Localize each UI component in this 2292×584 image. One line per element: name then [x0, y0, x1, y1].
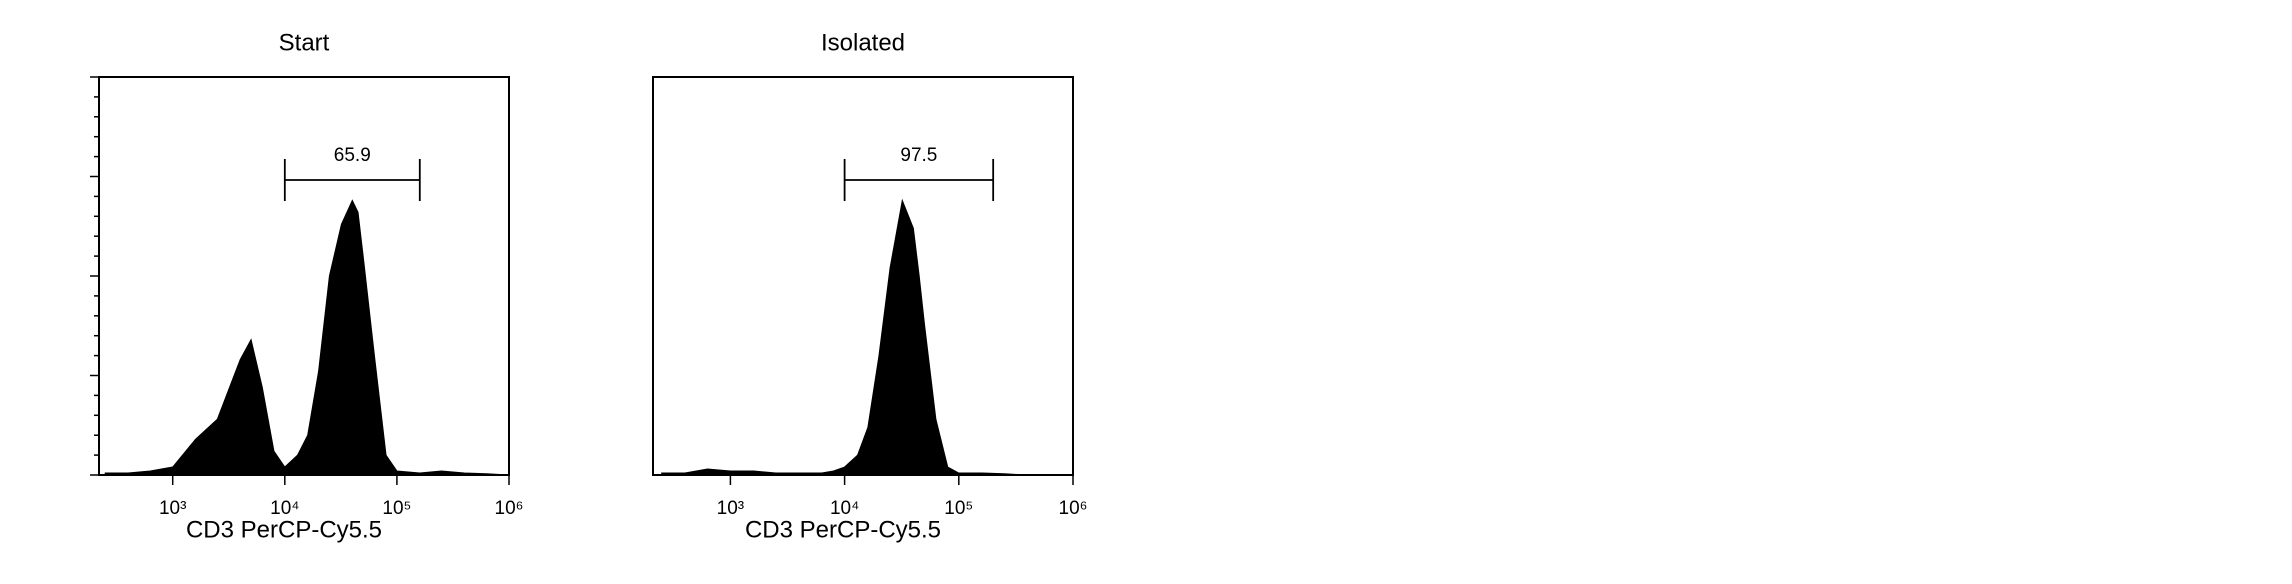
plot-frame — [98, 76, 510, 476]
histogram-area — [104, 199, 510, 476]
x-tick-label: 10⁶ — [495, 498, 524, 519]
gate-label: 97.5 — [900, 145, 937, 166]
plot-frame — [652, 76, 1074, 476]
x-tick-label: 10³ — [159, 498, 186, 519]
x-tick-label: 10⁴ — [830, 498, 859, 519]
x-axis-label: CD3 PerCP-Cy5.5 — [186, 516, 382, 543]
x-tick-label: 10⁵ — [382, 498, 411, 519]
x-axis-label: CD3 PerCP-Cy5.5 — [745, 516, 941, 543]
histogram-area — [661, 198, 1073, 476]
gate-label: 65.9 — [334, 145, 371, 166]
x-tick-label: 10⁴ — [270, 498, 299, 519]
x-tick-label: 10³ — [717, 498, 744, 519]
x-tick-label: 10⁵ — [944, 498, 973, 519]
panel-title: Isolated — [821, 29, 905, 56]
x-tick-label: 10⁶ — [1059, 498, 1088, 519]
panel-title: Start — [279, 29, 330, 56]
